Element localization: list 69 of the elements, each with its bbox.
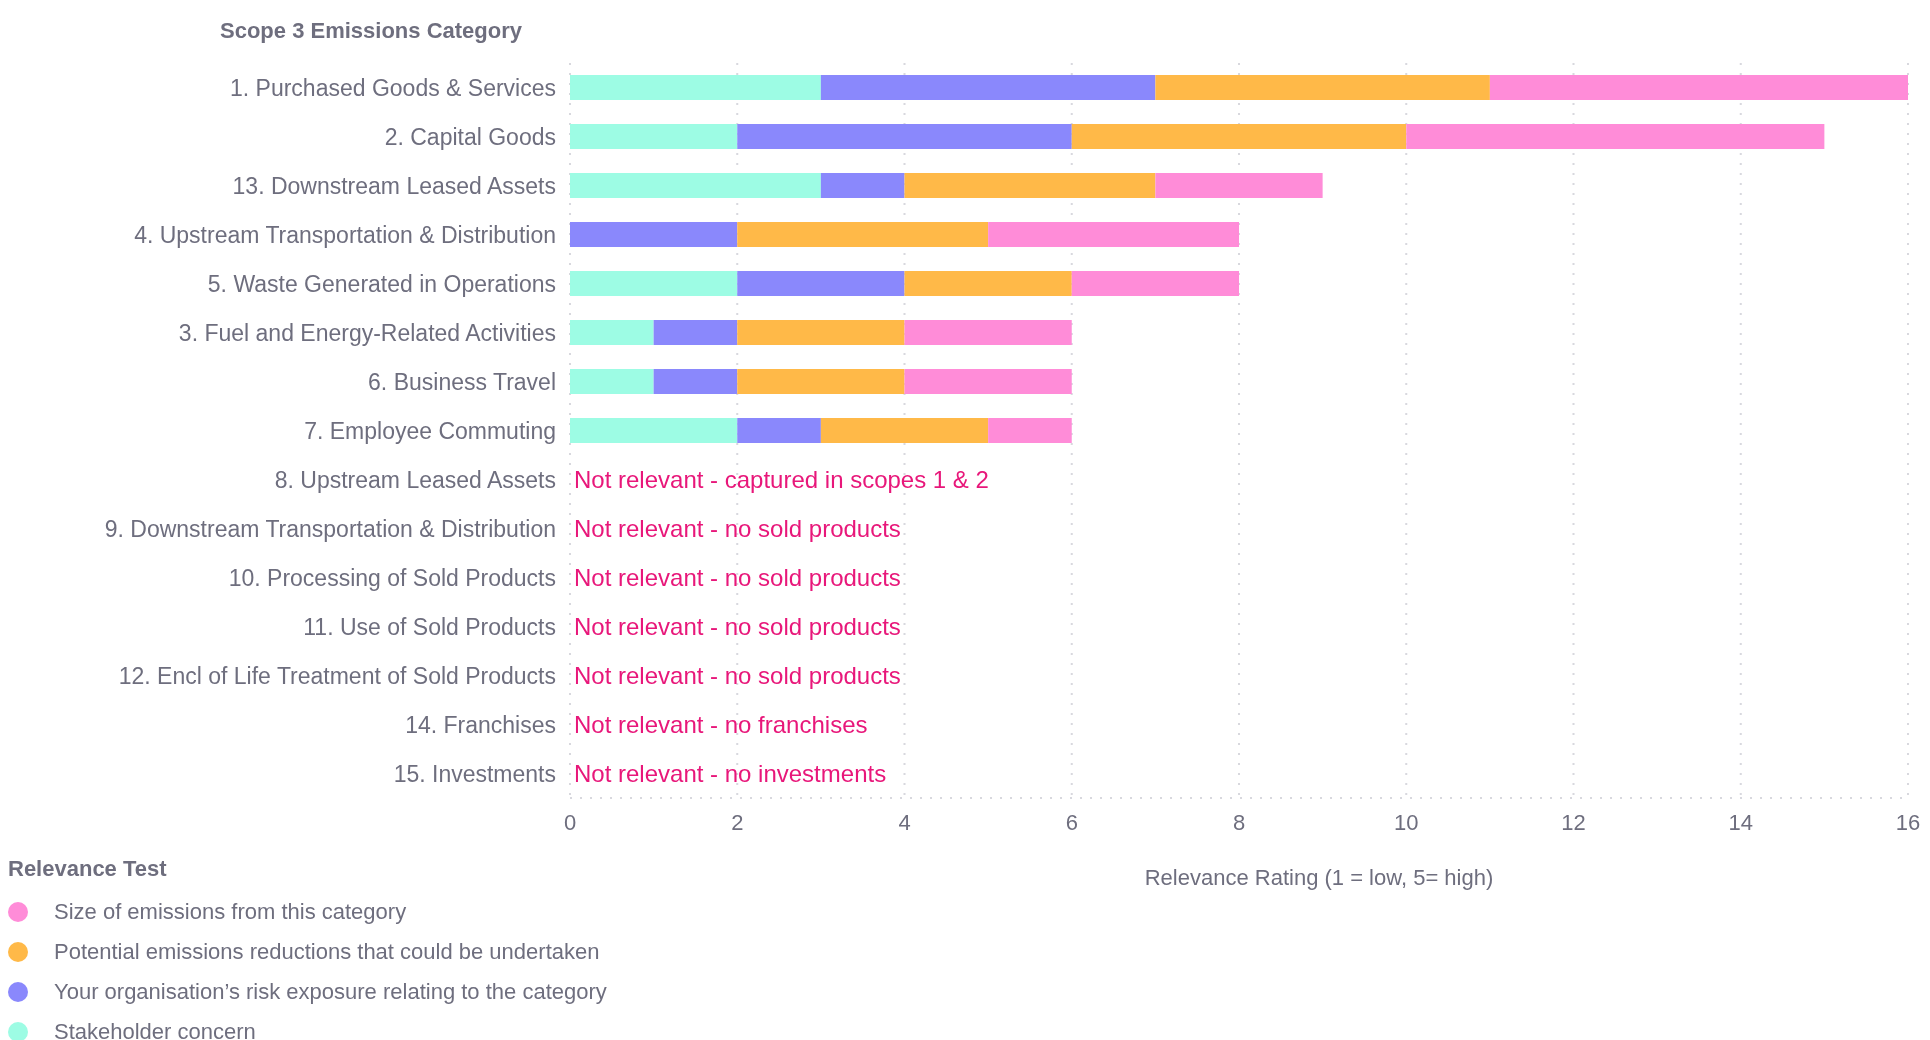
bar	[570, 369, 654, 394]
bar	[904, 271, 1072, 296]
bar	[737, 222, 989, 247]
bar	[570, 124, 738, 149]
y-tick-label: 6. Business Travel	[368, 368, 556, 395]
x-tick-label: 12	[1561, 809, 1586, 835]
bar	[1071, 271, 1239, 296]
y-tick-label: 2. Capital Goods	[384, 123, 556, 150]
y-tick-label: 5. Waste Generated in Operations	[207, 270, 556, 297]
bar	[904, 369, 1072, 394]
annotation: Not relevant - no franchises	[574, 711, 868, 739]
bar	[653, 320, 738, 345]
bar	[570, 222, 738, 247]
y-tick-label: 1. Purchased Goods & Services	[230, 74, 556, 101]
legend-label: Potential emissions reductions that could be undertaken	[54, 939, 600, 965]
annotation: Not relevant - no sold products	[574, 662, 901, 690]
bar	[653, 369, 738, 394]
x-axis-title: Relevance Rating (1 = low, 5= high)	[1144, 865, 1494, 890]
legend-label: Your organisation’s risk exposure relating to the category	[54, 979, 607, 1005]
annotation: Not relevant - no sold products	[574, 564, 901, 592]
bar	[570, 75, 821, 100]
x-tick-label: 2	[731, 809, 744, 835]
y-tick-label: 8. Upstream Leased Assets	[274, 466, 556, 493]
x-tick-label: 16	[1895, 809, 1921, 835]
bar	[737, 369, 905, 394]
bar	[570, 320, 654, 345]
annotation: Not relevant - no sold products	[574, 613, 901, 641]
x-tick-label: 10	[1394, 809, 1419, 835]
bar	[1489, 75, 1908, 100]
bar	[737, 271, 905, 296]
y-tick-label: 9. Downstream Transportation & Distribution	[104, 515, 556, 542]
x-tick-label: 4	[898, 809, 911, 835]
y-axis-title: Scope 3 Emissions Category	[220, 18, 522, 44]
y-tick-label: 11. Use of Sold Products	[303, 613, 556, 640]
bar	[1155, 75, 1490, 100]
x-tick-label: 14	[1728, 809, 1753, 835]
annotation: Not relevant - captured in scopes 1 & 2	[574, 466, 989, 494]
bar	[570, 418, 738, 443]
legend-label: Size of emissions from this category	[54, 899, 407, 925]
x-tick-label: 8	[1232, 809, 1246, 835]
y-tick-label: 7. Employee Commuting	[304, 417, 556, 444]
bar	[1155, 173, 1323, 198]
bar	[820, 418, 989, 443]
x-tick-label: 0	[563, 809, 577, 835]
bar	[904, 320, 1072, 345]
bar	[988, 418, 1072, 443]
legend-label: Stakeholder concern	[54, 1019, 256, 1040]
y-tick-label: 14. Franchises	[405, 711, 556, 738]
bar	[1406, 124, 1825, 149]
y-tick-label: 3. Fuel and Energy-Related Activities	[178, 319, 556, 346]
annotation: Not relevant - no investments	[574, 760, 887, 788]
y-tick-label: 10. Processing of Sold Products	[228, 564, 556, 591]
annotation: Not relevant - no sold products	[574, 515, 901, 543]
bar	[737, 124, 1072, 149]
bar	[820, 75, 1156, 100]
bar	[1071, 124, 1407, 149]
y-tick-label: 13. Downstream Leased Assets	[232, 172, 556, 199]
bar	[570, 271, 738, 296]
bar	[737, 320, 905, 345]
y-tick-label: 12. Encl of Life Treatment of Sold Products	[118, 662, 556, 689]
bar	[988, 222, 1239, 247]
legend-title: Relevance Test	[8, 856, 168, 882]
bar	[737, 418, 821, 443]
y-tick-label: 4. Upstream Transportation & Distribution	[134, 221, 556, 248]
bar	[904, 173, 1156, 198]
bar	[820, 173, 905, 198]
bar	[570, 173, 821, 198]
y-tick-label: 15. Investments	[393, 760, 556, 787]
x-tick-label: 6	[1065, 809, 1078, 835]
